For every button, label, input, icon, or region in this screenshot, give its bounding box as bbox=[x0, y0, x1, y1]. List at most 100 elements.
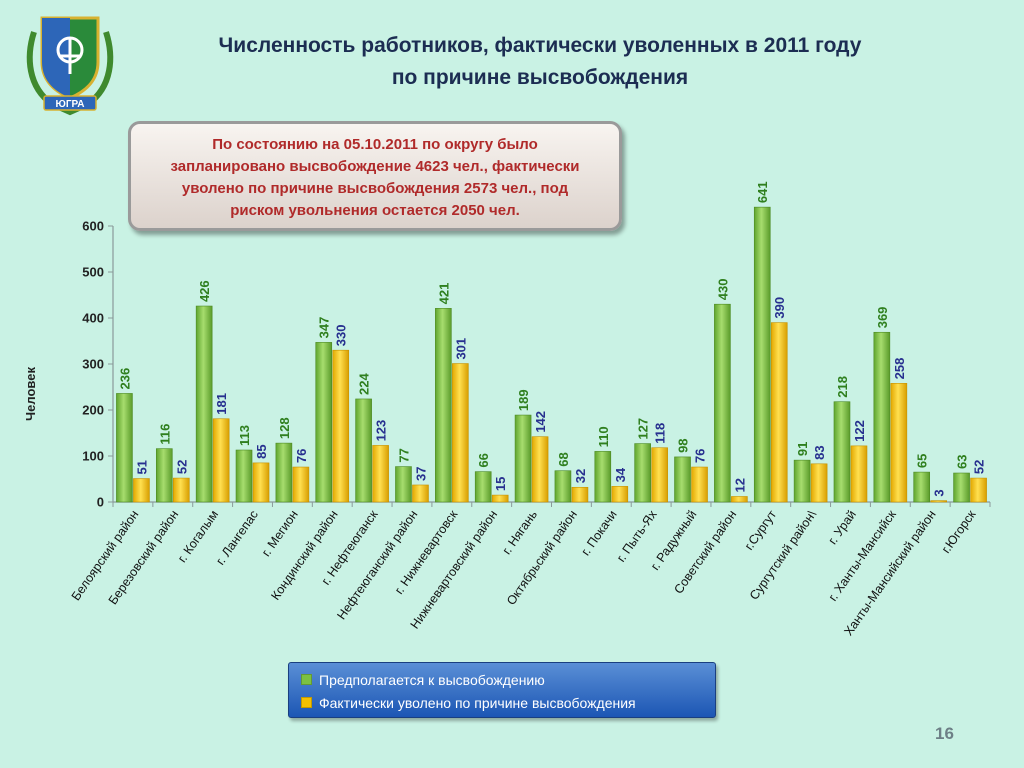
emblem-label: ЮГРА bbox=[56, 99, 85, 110]
title-line-2: по причине высвобождения bbox=[391, 66, 689, 89]
page-number: 16 bbox=[935, 724, 954, 743]
data-label-planned: 421 bbox=[436, 283, 451, 305]
data-label-planned: 218 bbox=[835, 376, 850, 398]
bar-actual bbox=[332, 349, 350, 503]
title-line-1: Численность работников, фактически уволе… bbox=[218, 34, 862, 57]
bar-actual bbox=[452, 363, 469, 503]
data-label-planned: 426 bbox=[197, 280, 212, 302]
data-label-planned: 347 bbox=[317, 317, 332, 339]
bar-planned bbox=[116, 393, 133, 503]
bar-actual bbox=[133, 478, 150, 503]
data-label-planned: 68 bbox=[556, 452, 571, 466]
bar-planned bbox=[793, 459, 811, 503]
data-label-actual: 301 bbox=[453, 338, 468, 360]
bar-planned bbox=[435, 308, 452, 503]
y-tick-label: 600 bbox=[82, 219, 104, 234]
bar-actual bbox=[571, 486, 589, 503]
data-label-actual: 85 bbox=[254, 444, 269, 458]
bar-actual bbox=[611, 486, 629, 503]
data-label-actual: 142 bbox=[533, 411, 548, 433]
bar-actual bbox=[212, 418, 230, 503]
bar-actual bbox=[770, 322, 788, 503]
bar-planned bbox=[235, 449, 253, 503]
chart-legend: Предполагается к высвобождению Фактическ… bbox=[288, 662, 716, 718]
legend-label-planned: Предполагается к высвобождению bbox=[319, 671, 545, 688]
bar-actual bbox=[930, 500, 948, 503]
x-tick-label: г. Нягань bbox=[500, 508, 540, 557]
data-label-planned: 128 bbox=[277, 417, 292, 439]
data-label-actual: 34 bbox=[613, 467, 628, 482]
data-label-actual: 258 bbox=[892, 358, 907, 380]
bar-actual bbox=[252, 462, 270, 503]
y-tick-label: 300 bbox=[82, 357, 104, 372]
data-label-actual: 37 bbox=[413, 467, 428, 481]
x-tick-label: г. Мегион bbox=[259, 508, 301, 559]
x-tick-label: Октябрьский район bbox=[504, 508, 580, 608]
page-title: Численность работников, фактически уволе… bbox=[150, 30, 930, 94]
data-label-planned: 430 bbox=[715, 278, 730, 300]
bar-planned bbox=[594, 451, 612, 503]
data-label-planned: 63 bbox=[955, 455, 970, 469]
bar-planned bbox=[714, 303, 731, 503]
bar-planned bbox=[155, 448, 173, 503]
data-label-actual: 51 bbox=[134, 460, 149, 474]
x-tick-label: г. Урай bbox=[826, 508, 859, 547]
bar-actual bbox=[810, 463, 828, 503]
bar-planned bbox=[395, 466, 412, 503]
bar-planned bbox=[315, 342, 333, 503]
data-label-planned: 91 bbox=[795, 442, 810, 456]
legend-swatch-actual bbox=[301, 697, 312, 708]
data-label-planned: 189 bbox=[516, 389, 531, 411]
bar-planned bbox=[474, 471, 492, 503]
legend-swatch-planned bbox=[301, 674, 312, 685]
bar-planned bbox=[833, 401, 851, 503]
bar-actual bbox=[970, 477, 987, 503]
legend-item-actual: Фактически уволено по причине высвобожде… bbox=[301, 691, 703, 714]
bar-actual bbox=[412, 484, 429, 503]
data-label-actual: 83 bbox=[812, 445, 827, 459]
legend-label-actual: Фактически уволено по причине высвобожде… bbox=[319, 694, 636, 711]
data-label-planned: 224 bbox=[357, 373, 372, 395]
x-tick-label: Березовский район bbox=[106, 508, 182, 608]
x-tick-label: г. Покачи bbox=[579, 508, 620, 559]
data-label-actual: 52 bbox=[972, 460, 987, 474]
bar-actual bbox=[372, 445, 389, 503]
data-label-planned: 66 bbox=[476, 453, 491, 467]
data-label-actual: 390 bbox=[772, 297, 787, 319]
data-label-actual: 32 bbox=[573, 469, 588, 483]
note-line-1: По состоянию на 05.10.2011 по округу был… bbox=[212, 136, 538, 153]
bar-planned bbox=[554, 470, 572, 503]
bar-planned bbox=[355, 398, 372, 503]
x-tick-label: г.Югорск bbox=[939, 507, 979, 556]
y-tick-label: 200 bbox=[82, 403, 104, 418]
data-label-planned: 369 bbox=[875, 307, 890, 329]
bar-planned bbox=[195, 305, 213, 503]
y-tick-label: 0 bbox=[97, 495, 104, 510]
bar-planned bbox=[674, 456, 691, 503]
bar-planned bbox=[634, 443, 651, 503]
data-label-planned: 116 bbox=[157, 424, 172, 445]
bar-actual bbox=[491, 494, 509, 503]
data-label-planned: 110 bbox=[596, 426, 611, 447]
note-line-4: риском увольнения остается 2050 чел. bbox=[230, 202, 520, 219]
bar-planned bbox=[275, 442, 293, 503]
data-label-actual: 3 bbox=[932, 489, 947, 496]
data-label-planned: 641 bbox=[755, 181, 770, 203]
bar-planned bbox=[873, 331, 891, 503]
bar-actual bbox=[691, 466, 708, 503]
x-tick-label: Белоярский район bbox=[69, 508, 142, 604]
bar-actual bbox=[890, 383, 908, 503]
bar-actual bbox=[651, 447, 668, 503]
data-label-actual: 181 bbox=[214, 393, 229, 415]
y-tick-label: 100 bbox=[82, 449, 104, 464]
summary-note: По состоянию на 05.10.2011 по округу был… bbox=[128, 121, 622, 231]
bar-planned bbox=[913, 471, 931, 503]
bar-actual bbox=[850, 445, 868, 503]
data-label-planned: 65 bbox=[915, 454, 930, 468]
data-label-actual: 76 bbox=[294, 449, 309, 463]
y-axis-label: Человек bbox=[23, 367, 38, 421]
bar-planned bbox=[753, 206, 771, 503]
bar-planned bbox=[514, 414, 532, 503]
bar-actual bbox=[531, 436, 549, 503]
